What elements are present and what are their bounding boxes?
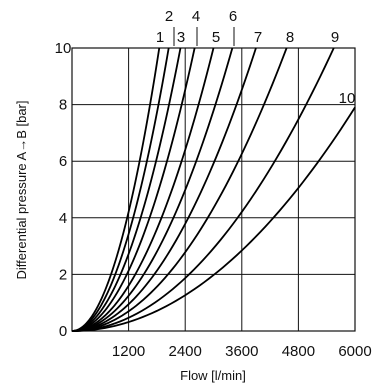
y-tick-label: 8 (59, 97, 67, 114)
tick-labels: 10 8 6 4 2 0 1200 2400 3600 4800 6000 (55, 40, 372, 360)
curve-4 (71, 47, 196, 332)
curve-label-1: 1 (156, 29, 164, 46)
curve-10 (71, 106, 356, 332)
y-tick-label: 6 (59, 153, 67, 170)
y-tick-label: 2 (59, 266, 67, 283)
curve-label-9: 9 (331, 29, 339, 46)
y-tick-label: 10 (55, 40, 72, 57)
x-tick-label: 4800 (282, 343, 315, 360)
curve-label-5: 5 (212, 29, 220, 46)
curve-7 (71, 47, 257, 332)
curve-label-2: 2 (165, 8, 173, 25)
curve-label-7: 7 (254, 29, 262, 46)
y-axis-label: Differential pressure A→B [bar] (14, 101, 29, 280)
x-tick-label: 1200 (112, 343, 145, 360)
curve-2 (71, 47, 170, 332)
curve-5 (71, 47, 215, 332)
curve-label-3: 3 (177, 29, 185, 46)
x-tick-label: 2400 (169, 343, 202, 360)
x-tick-label: 6000 (338, 343, 371, 360)
x-axis-label: Flow [l/min] (180, 368, 246, 383)
curve-label-10: 10 (339, 90, 356, 107)
curve-1 (71, 47, 161, 332)
y-tick-label: 0 (59, 323, 67, 340)
curve-6 (71, 47, 234, 332)
curves (71, 47, 356, 332)
curve-9 (71, 47, 335, 332)
x-tick-label: 3600 (225, 343, 258, 360)
curve-3 (71, 47, 182, 332)
curve-label-4: 4 (192, 8, 200, 25)
curve-label-6: 6 (229, 8, 237, 25)
y-tick-label: 4 (59, 210, 67, 227)
curve-label-8: 8 (286, 29, 294, 46)
curve-8 (71, 47, 288, 332)
